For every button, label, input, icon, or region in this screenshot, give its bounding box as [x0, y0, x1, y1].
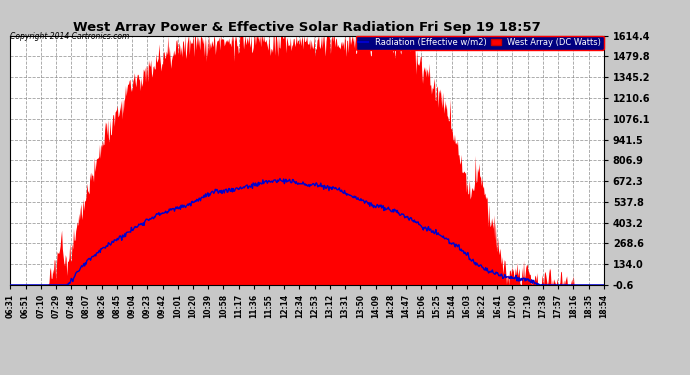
Title: West Array Power & Effective Solar Radiation Fri Sep 19 18:57: West Array Power & Effective Solar Radia…	[73, 21, 541, 34]
Legend: Radiation (Effective w/m2), West Array (DC Watts): Radiation (Effective w/m2), West Array (…	[355, 36, 604, 50]
Text: Copyright 2014 Cartronics.com: Copyright 2014 Cartronics.com	[10, 32, 130, 41]
